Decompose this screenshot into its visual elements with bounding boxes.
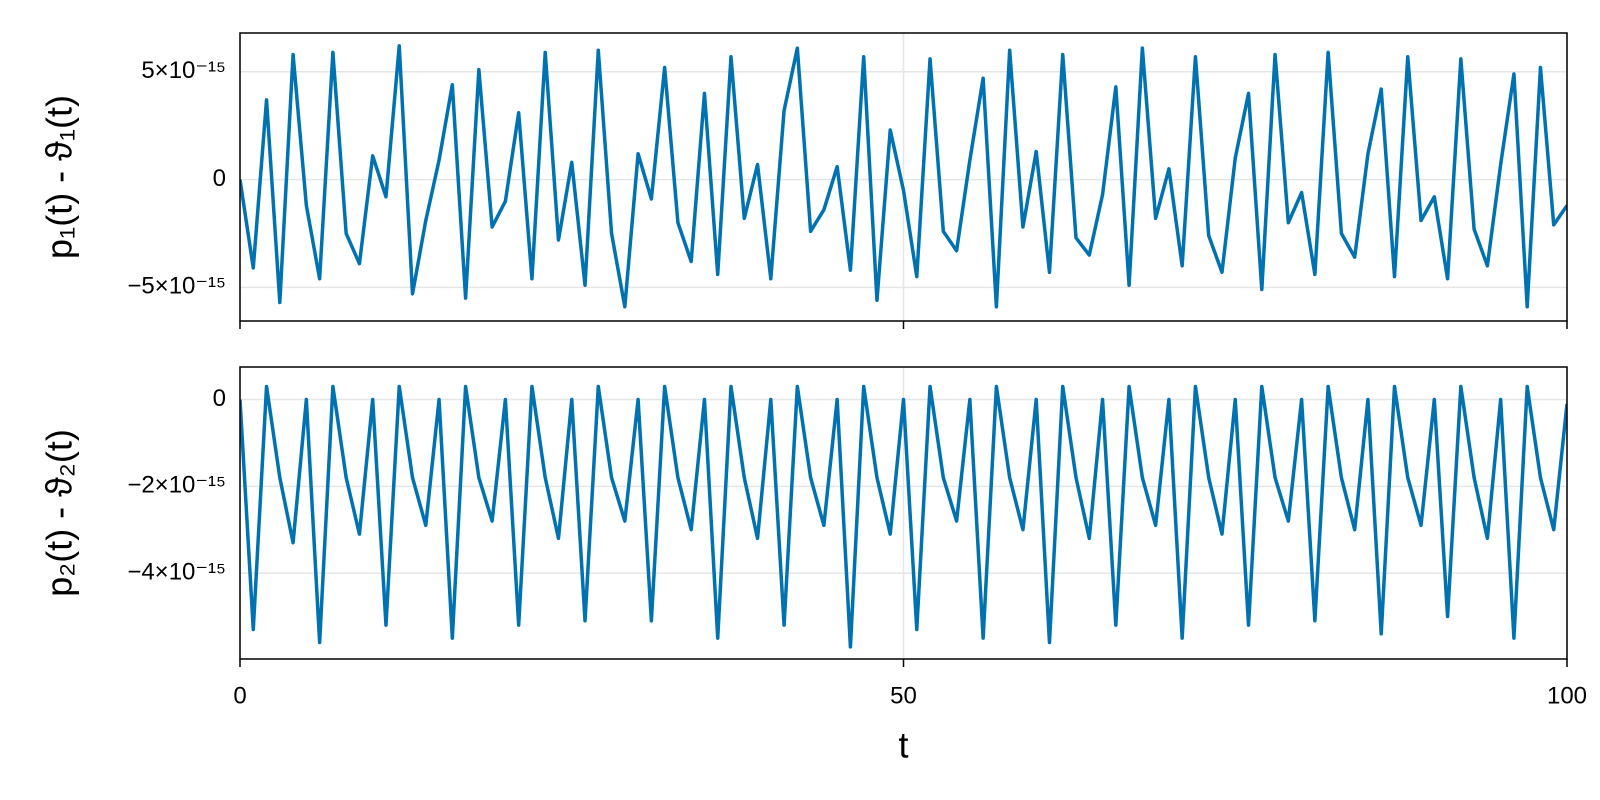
y-tick-label: 5×10⁻¹⁵ — [141, 57, 226, 84]
x-tick-label: 0 — [233, 682, 246, 709]
data-line — [240, 44, 1567, 309]
x-axis-label: t — [898, 725, 908, 766]
y-tick-label: −5×10⁻¹⁵ — [127, 273, 226, 300]
data-line — [240, 384, 1567, 649]
plot-frame — [239, 32, 1568, 322]
y-axis-label: p₁(t) - ϑ₁(t) — [39, 95, 80, 259]
y-axis-label: p₂(t) - ϑ₂(t) — [39, 429, 80, 597]
y-tick-label: 0 — [213, 385, 226, 412]
y-tick-label: −4×10⁻¹⁵ — [127, 558, 226, 585]
y-tick-label: 0 — [213, 165, 226, 192]
y-tick-label: −2×10⁻¹⁵ — [127, 472, 226, 499]
x-tick-label: 50 — [890, 682, 917, 709]
x-tick-label: 100 — [1547, 682, 1587, 709]
plot-frame — [239, 366, 1568, 660]
